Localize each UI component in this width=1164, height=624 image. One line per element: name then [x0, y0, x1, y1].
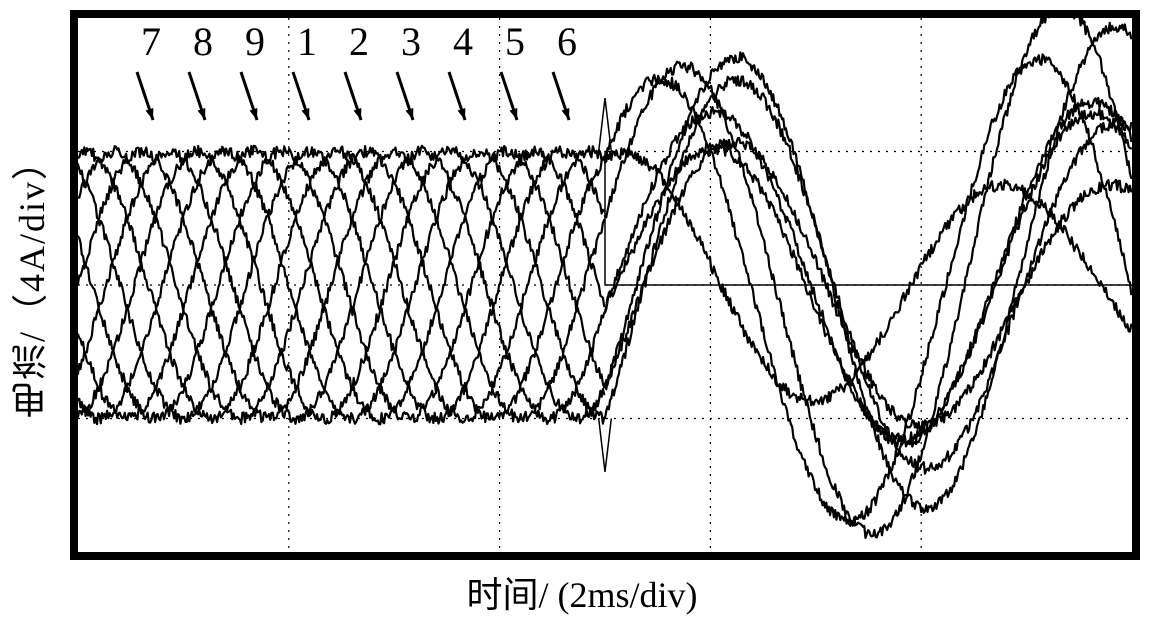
x-axis-label: 时间/ (2ms/div) [0, 566, 1164, 618]
phase-label: 8 [177, 18, 229, 65]
phase-label: 1 [281, 18, 333, 65]
phase-label: 7 [125, 18, 177, 65]
phase-label: 6 [541, 18, 593, 65]
phase-label: 9 [229, 18, 281, 65]
y-axis-label: 电流/（4A/div） [2, 0, 62, 560]
phase-label: 3 [385, 18, 437, 65]
phase-label: 2 [333, 18, 385, 65]
x-axis-label-text: 时间/ (2ms/div) [467, 575, 698, 615]
oscilloscope-plot: 789123456 [70, 10, 1140, 560]
phase-label: 5 [489, 18, 541, 65]
y-axis-label-text: 电流/（4A/div） [6, 142, 58, 418]
phase-label-row: 789123456 [125, 18, 593, 65]
phase-label: 4 [437, 18, 489, 65]
